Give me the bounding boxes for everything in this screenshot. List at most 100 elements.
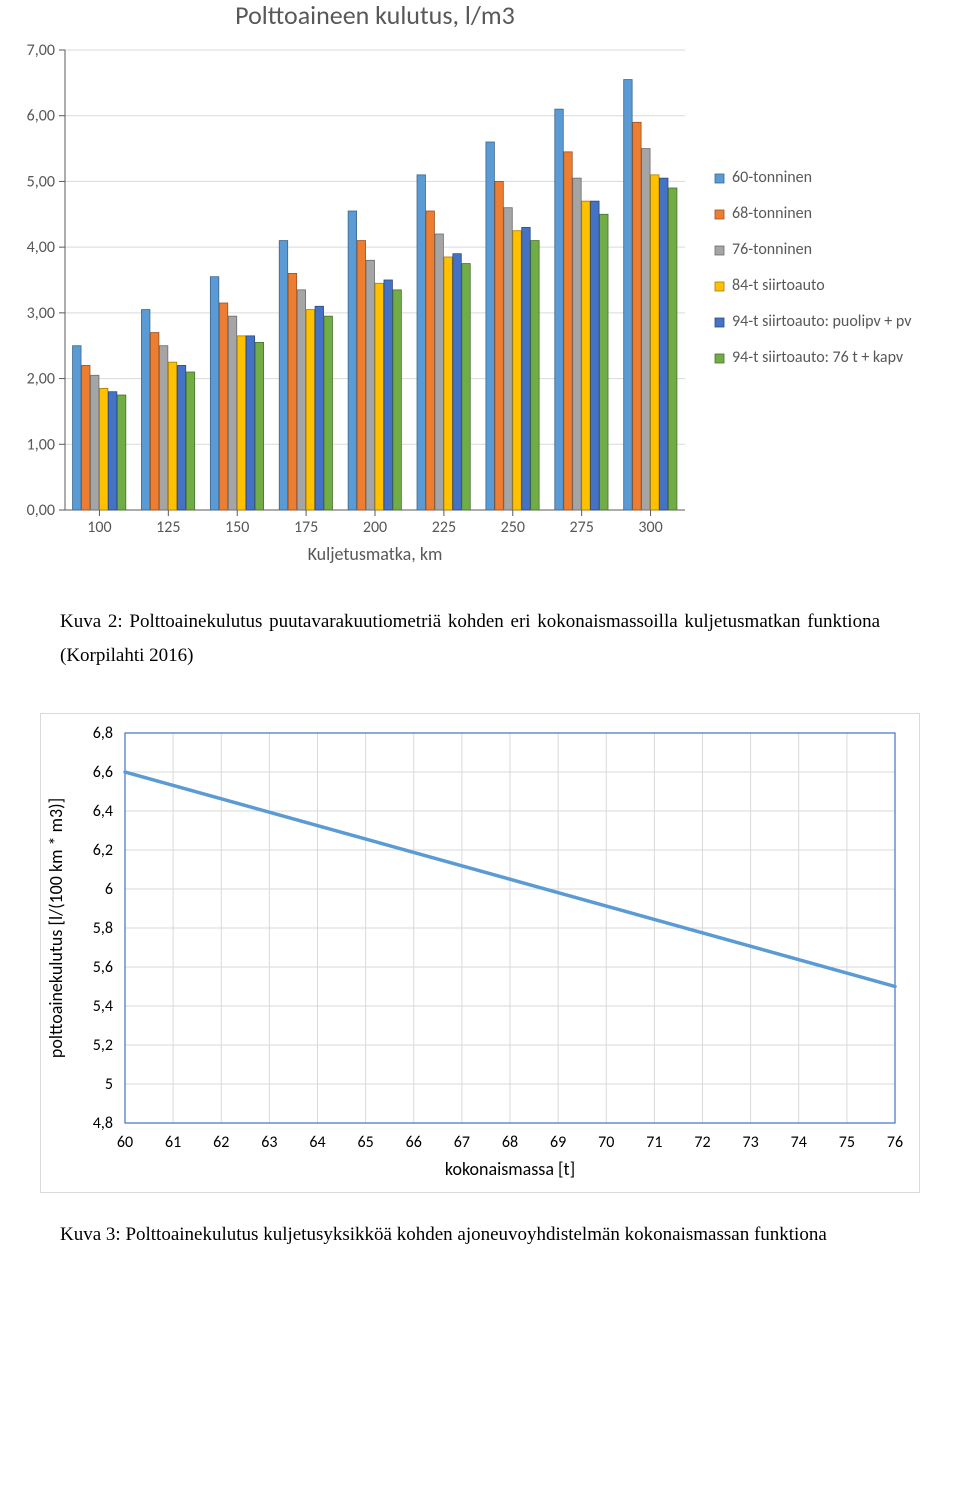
bar: [348, 211, 356, 510]
bar: [522, 227, 530, 510]
line-xtick: 72: [694, 1133, 710, 1152]
legend-label: 94-t siirtoauto: 76 t + kapv: [732, 348, 904, 367]
bar: [168, 362, 176, 510]
bar: [117, 395, 125, 510]
bar: [228, 316, 236, 510]
bar: [141, 310, 149, 510]
bar: [366, 260, 374, 510]
line-ytick: 6,4: [93, 802, 113, 821]
bar-chart: Polttoaineen kulutus, l/m3 0,00 1,00 2,00 3,…: [10, 0, 950, 585]
bar-ytick: 1,00: [27, 435, 55, 454]
bar: [186, 372, 194, 510]
legend-swatch: [715, 318, 724, 327]
legend-swatch: [715, 246, 724, 255]
bar: [531, 241, 539, 510]
bar-ytick: 6,00: [27, 107, 55, 126]
bar: [279, 241, 287, 510]
line-xtick: 69: [550, 1133, 566, 1152]
bar: [315, 306, 323, 510]
bar: [288, 273, 296, 510]
bar: [177, 365, 185, 510]
bar: [73, 346, 81, 510]
bar: [462, 264, 470, 510]
legend-label: 84-t siirtoauto: [732, 276, 825, 295]
bar-xtick: 100: [87, 518, 111, 537]
line-ytick: 5,4: [93, 997, 113, 1016]
bar: [624, 80, 632, 510]
line-ytick: 6: [105, 880, 113, 899]
bar: [651, 175, 659, 510]
bar-ytick: 4,00: [27, 238, 55, 257]
line-ytick: 6,6: [93, 763, 113, 782]
bar-xtick: 275: [570, 518, 594, 537]
line-xtick: 71: [646, 1133, 662, 1152]
bar: [90, 375, 98, 510]
bar: [357, 241, 365, 510]
line-xtick: 74: [791, 1133, 807, 1152]
bar-xlabel: Kuljetusmatka, km: [308, 543, 443, 565]
caption-text: Polttoainekulutus puutavarakuutiometriä …: [60, 611, 880, 666]
bar-ytick: 2,00: [27, 370, 55, 389]
line-xtick: 63: [261, 1133, 277, 1152]
line-xtick: 70: [598, 1133, 614, 1152]
bar: [504, 208, 512, 510]
line-ytick: 5: [105, 1075, 113, 1094]
legend-swatch: [715, 282, 724, 291]
bar-xtick: 250: [501, 518, 525, 537]
line-xtick: 66: [406, 1133, 422, 1152]
caption-prefix: Kuva 2:: [60, 611, 123, 632]
bar: [297, 290, 305, 510]
bar: [513, 231, 521, 510]
bar: [82, 365, 90, 510]
caption-text: Polttoainekulutus kuljetusyksikköä kohde…: [125, 1224, 826, 1245]
bar-chart-svg: Polttoaineen kulutus, l/m3 0,00 1,00 2,00 3,…: [10, 0, 950, 580]
bar: [255, 342, 263, 510]
bar: [384, 280, 392, 510]
line-ytick: 4,8: [93, 1114, 113, 1133]
line-ytick: 6,8: [93, 724, 113, 743]
bar: [642, 149, 650, 510]
bar: [219, 303, 227, 510]
bar: [426, 211, 434, 510]
bar: [555, 109, 563, 510]
line-chart: 4,855,25,45,65,866,26,46,66,860616263646…: [40, 713, 920, 1198]
bar: [582, 201, 590, 510]
bar: [237, 336, 245, 510]
figure-3-caption: Kuva 3: Polttoainekulutus kuljetusyksikk…: [60, 1218, 880, 1252]
bar-ytick: 0,00: [27, 501, 55, 520]
legend-label: 68-tonninen: [732, 204, 812, 223]
bar: [453, 254, 461, 510]
line-ylabel: polttoainekulutus [l/(100 km * m3)]: [45, 798, 67, 1058]
line-xtick: 67: [454, 1133, 470, 1152]
bar: [108, 392, 116, 510]
bar-xtick: 225: [432, 518, 456, 537]
bar: [486, 142, 494, 510]
bar: [99, 388, 107, 510]
bar-ytick: 3,00: [27, 304, 55, 323]
bar: [324, 316, 332, 510]
legend-swatch: [715, 354, 724, 363]
bar-xtick: 175: [294, 518, 318, 537]
bar-ytick: 7,00: [27, 41, 55, 60]
figure-2-caption: Kuva 2: Polttoainekulutus puutavarakuuti…: [60, 605, 880, 673]
legend-label: 60-tonninen: [732, 168, 812, 187]
line-xtick: 62: [213, 1133, 229, 1152]
legend-label: 94-t siirtoauto: puolipv + pv: [732, 312, 912, 331]
bar: [150, 333, 158, 510]
bar: [306, 310, 314, 510]
bar-chart-title: Polttoaineen kulutus, l/m3: [235, 0, 515, 31]
bar: [660, 178, 668, 510]
bar-xtick: 200: [363, 518, 387, 537]
line-xtick: 73: [743, 1133, 759, 1152]
caption-prefix: Kuva 3:: [60, 1224, 121, 1245]
bar: [435, 234, 443, 510]
bar: [633, 122, 641, 510]
line-chart-svg: 4,855,25,45,65,866,26,46,66,860616263646…: [40, 713, 920, 1193]
line-xtick: 60: [117, 1133, 133, 1152]
bar: [564, 152, 572, 510]
line-xtick: 65: [358, 1133, 374, 1152]
bar: [444, 257, 452, 510]
bar: [495, 181, 503, 510]
bar-xtick: 150: [225, 518, 249, 537]
line-xtick: 68: [502, 1133, 518, 1152]
